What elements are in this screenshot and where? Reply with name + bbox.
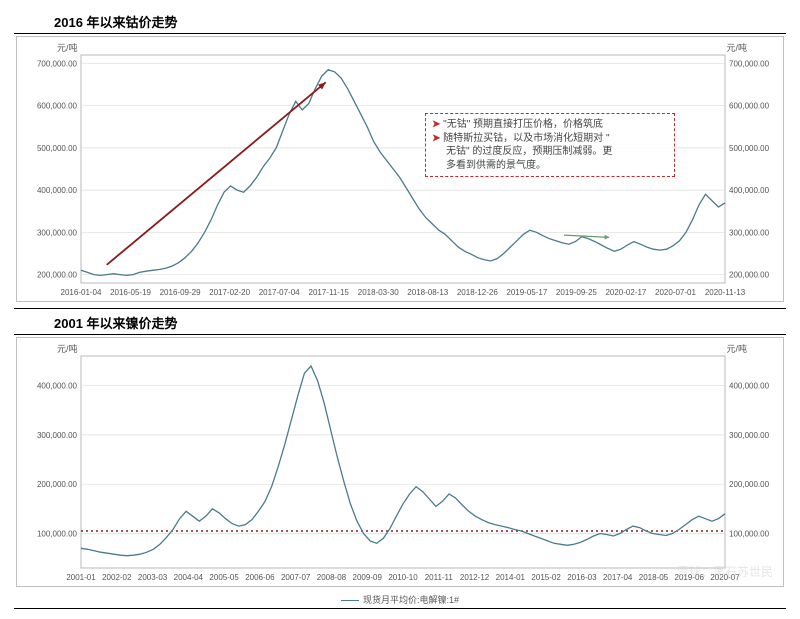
svg-text:2017-11-15: 2017-11-15: [309, 288, 350, 297]
svg-text:2015-02: 2015-02: [531, 573, 561, 582]
svg-text:2010-10: 2010-10: [388, 573, 418, 582]
divider: [14, 334, 786, 335]
svg-text:2020-11-13: 2020-11-13: [705, 288, 746, 297]
callout-line: 无钴" 的过度反应，预期压制减弱。更: [446, 146, 612, 157]
svg-text:2018-03-30: 2018-03-30: [358, 288, 399, 297]
chart2-yunit-right: 元/吨: [726, 342, 747, 355]
svg-text:2011-11: 2011-11: [425, 573, 454, 582]
svg-text:2016-01-04: 2016-01-04: [61, 288, 102, 297]
svg-text:300,000.00: 300,000.00: [37, 431, 78, 440]
svg-text:2020-02-17: 2020-02-17: [605, 288, 646, 297]
svg-text:2014-01: 2014-01: [496, 573, 526, 582]
svg-text:200,000.00: 200,000.00: [729, 480, 770, 489]
svg-text:400,000.00: 400,000.00: [37, 382, 78, 391]
svg-text:2019-05-17: 2019-05-17: [506, 288, 547, 297]
svg-text:600,000.00: 600,000.00: [37, 102, 78, 111]
svg-text:500,000.00: 500,000.00: [37, 144, 78, 153]
svg-text:2017-04: 2017-04: [603, 573, 633, 582]
callout-line: 随特斯拉买钴，以及市场消化短期对 ": [443, 133, 609, 144]
svg-text:700,000.00: 700,000.00: [37, 59, 78, 68]
svg-text:2018-12-26: 2018-12-26: [457, 288, 498, 297]
chart1-title: 2016 年以来钴价走势: [54, 12, 786, 31]
svg-text:2003-03: 2003-03: [138, 573, 168, 582]
svg-text:2016-09-29: 2016-09-29: [160, 288, 201, 297]
svg-text:2016-03: 2016-03: [567, 573, 597, 582]
svg-text:400,000.00: 400,000.00: [37, 186, 78, 195]
svg-text:700,000.00: 700,000.00: [729, 59, 770, 68]
svg-text:2004-04: 2004-04: [174, 573, 204, 582]
svg-text:2009-09: 2009-09: [353, 573, 383, 582]
svg-text:500,000.00: 500,000.00: [729, 144, 770, 153]
legend-swatch-icon: [341, 600, 359, 601]
chart1-box: 元/吨 元/吨 200,000.00 200,000.00 300,000.00 30…: [16, 36, 784, 302]
bullet-icon: ➤: [432, 119, 443, 130]
chart2-title: 2001 年以来镍价走势: [54, 313, 786, 332]
svg-text:2018-08-13: 2018-08-13: [407, 288, 448, 297]
svg-text:200,000.00: 200,000.00: [729, 271, 770, 280]
chart1-callout: ➤ "无钴" 预期直接打压价格，价格筑底 ➤ 随特斯拉买钴，以及市场消化短期对 …: [425, 113, 675, 177]
chart1-yunit-right: 元/吨: [726, 41, 747, 54]
svg-text:400,000.00: 400,000.00: [729, 382, 770, 391]
svg-text:2019-09-25: 2019-09-25: [556, 288, 597, 297]
svg-text:2012-12: 2012-12: [460, 573, 490, 582]
chart2-box: 元/吨 元/吨 100,000.00 100,000.00 200,000.00 20…: [16, 337, 784, 587]
svg-text:2016-05-19: 2016-05-19: [110, 288, 151, 297]
svg-text:2017-02-20: 2017-02-20: [209, 288, 250, 297]
svg-text:300,000.00: 300,000.00: [729, 228, 770, 237]
divider: [14, 308, 786, 309]
svg-text:2008-08: 2008-08: [317, 573, 347, 582]
legend-label: 现货月平均价:电解镍:1#: [363, 595, 459, 605]
page-container: 2016 年以来钴价走势 元/吨 元/吨 200,000.00 200,000.0…: [0, 0, 800, 619]
callout-line: 多看到供需的景气度。: [446, 160, 546, 171]
svg-text:2007-07: 2007-07: [281, 573, 311, 582]
svg-text:200,000.00: 200,000.00: [37, 480, 78, 489]
chart2-svg: 100,000.00 100,000.00 200,000.00 200,000.00…: [17, 338, 785, 588]
bullet-icon: ➤: [432, 133, 443, 144]
svg-text:2006-06: 2006-06: [245, 573, 275, 582]
svg-text:2005-05: 2005-05: [209, 573, 239, 582]
svg-text:100,000.00: 100,000.00: [37, 529, 78, 538]
watermark: 雪球：黑石苏世民: [677, 563, 773, 580]
svg-text:600,000.00: 600,000.00: [729, 102, 770, 111]
svg-text:2017-07-04: 2017-07-04: [259, 288, 300, 297]
svg-text:100,000.00: 100,000.00: [729, 529, 770, 538]
chart2-legend: 现货月平均价:电解镍:1#: [14, 593, 786, 606]
svg-text:300,000.00: 300,000.00: [729, 431, 770, 440]
svg-text:2018-05: 2018-05: [639, 573, 669, 582]
svg-text:2001-01: 2001-01: [66, 573, 96, 582]
svg-text:2020-07-01: 2020-07-01: [655, 288, 696, 297]
svg-text:400,000.00: 400,000.00: [729, 186, 770, 195]
svg-text:300,000.00: 300,000.00: [37, 228, 78, 237]
divider: [14, 33, 786, 34]
chart1-yunit-left: 元/吨: [57, 41, 78, 54]
callout-line: "无钴" 预期直接打压价格，价格筑底: [443, 119, 603, 130]
divider: [14, 608, 786, 609]
svg-text:200,000.00: 200,000.00: [37, 271, 78, 280]
svg-text:2002-02: 2002-02: [102, 573, 132, 582]
chart2-yunit-left: 元/吨: [57, 342, 78, 355]
